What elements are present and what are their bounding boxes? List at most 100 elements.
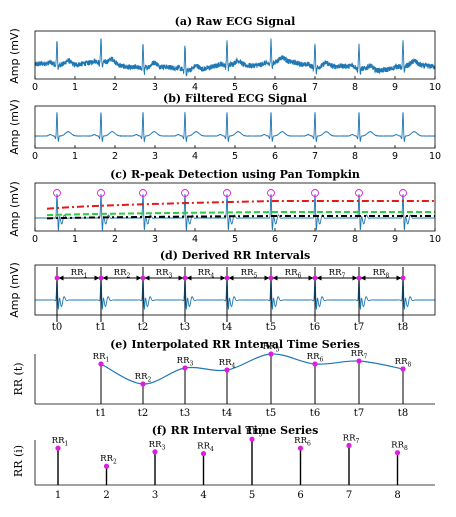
rr-point-label: RR1 <box>93 352 110 364</box>
peak-dot <box>268 275 274 281</box>
panel-c-xtick-label: 3 <box>152 234 158 245</box>
interpolated-rr-curve <box>100 353 404 385</box>
rr-arrow-head-left <box>228 275 234 281</box>
rr-point <box>140 381 146 387</box>
peak-time-label: t7 <box>354 322 364 333</box>
rr-arrow-head-right <box>178 275 184 281</box>
panel-a-xtick-label: 0 <box>32 82 38 93</box>
rr-index-label: 3 <box>152 490 158 501</box>
rr-series-label: RR5 <box>246 427 263 439</box>
panel-interpolated-rr: (e) Interpolated RR Interval Time Series… <box>12 338 435 419</box>
rr-series-point <box>249 436 255 442</box>
panel-f-ylabel: RR (i) <box>12 445 25 477</box>
panel-a-title: (a) Raw ECG Signal <box>175 15 296 28</box>
rpeak-marker <box>223 189 231 197</box>
panel-raw-ecg: (a) Raw ECG Signal Amp (mV) 0 1 2 3 4 5 6 7 8 9 1… <box>8 15 441 93</box>
rr-arrow-head-left <box>272 275 278 281</box>
peak-time-label: t0 <box>52 322 62 333</box>
rr-point-label: RR5 <box>263 342 280 354</box>
panel-b-xtick-label: 8 <box>352 151 358 162</box>
rr-series-point <box>200 451 207 457</box>
panel-a-xtick-label: 7 <box>312 82 318 93</box>
rr-time-label: t6 <box>310 408 320 419</box>
rr-interval-label: RR1 <box>71 268 88 280</box>
rr-time-label: t3 <box>180 408 190 419</box>
panel-b-xtick-label: 4 <box>192 151 198 162</box>
panel-f-title: (f) RR Interval Time Series <box>152 424 319 437</box>
rr-arrow-head-right <box>352 275 358 281</box>
panel-b-xtick-label: 9 <box>392 151 398 162</box>
rr-index-label: 6 <box>297 490 303 501</box>
rr-index-label: 7 <box>346 490 352 501</box>
rpeak-marker <box>355 189 363 197</box>
peak-time-label: t4 <box>222 322 232 333</box>
panel-e-title: (e) Interpolated RR Interval Time Series <box>110 338 360 351</box>
rr-interval-label: RR4 <box>198 268 215 280</box>
rr-interval-label: RR7 <box>329 268 346 280</box>
rr-point-label: RR2 <box>135 372 152 384</box>
rr-series-point <box>394 450 401 456</box>
rr-point-label: RR3 <box>177 356 194 368</box>
peak-dot <box>54 275 60 281</box>
rr-time-label: t5 <box>266 408 276 419</box>
rr-point <box>182 365 188 371</box>
panel-c-ylabel: Amp (mV) <box>8 181 21 237</box>
panel-a-frame <box>34 30 436 80</box>
rr-series-label: RR2 <box>100 454 117 466</box>
rr-arrow-head-right <box>220 275 226 281</box>
rr-interval-label: RR6 <box>285 268 302 280</box>
rr-point-label: RR7 <box>351 349 368 361</box>
rr-interval-label: RR2 <box>114 268 131 280</box>
panel-b-ylabel: Amp (mV) <box>8 99 21 155</box>
rr-time-label: t7 <box>354 408 364 419</box>
panel-c-xtick-label: 10 <box>429 234 441 245</box>
peak-dot <box>356 275 362 281</box>
panel-c-xtick-label: 1 <box>72 234 78 245</box>
panel-c-xtick-label: 4 <box>192 234 198 245</box>
panel-a-xtick-label: 1 <box>72 82 78 93</box>
rr-time-label: t4 <box>222 408 232 419</box>
rr-time-label: t2 <box>138 408 148 419</box>
rpeak-marker <box>53 189 61 197</box>
panel-c-xtick-label: 7 <box>312 234 318 245</box>
rr-arrow-head-left <box>58 275 64 281</box>
panel-b-xtick-label: 3 <box>152 151 158 162</box>
rr-arrow-head-right <box>396 275 402 281</box>
panel-e-ylabel: RR (t) <box>12 362 25 395</box>
panel-b-xtick-label: 7 <box>312 151 318 162</box>
panel-a-xtick-label: 6 <box>272 82 278 93</box>
raw-ecg-line <box>34 38 436 77</box>
peak-dot <box>182 275 188 281</box>
panel-b-xtick-label: 6 <box>272 151 278 162</box>
rr-time-label: t1 <box>96 408 106 419</box>
panel-a-ylabel: Amp (mV) <box>8 28 21 84</box>
rr-arrow-head-left <box>102 275 108 281</box>
panel-derived-rr: (d) Derived RR Intervals Amp (mV) t0 t1 t2… <box>8 249 436 333</box>
panel-a-xtick-label: 5 <box>232 82 238 93</box>
panel-filtered-ecg: (b) Filtered ECG Signal Amp (mV) 0 1 2 3 4 5 6… <box>8 92 441 162</box>
rr-series-point <box>346 442 352 449</box>
peak-time-label: t3 <box>180 322 190 333</box>
panel-c-xtick-label: 6 <box>272 234 278 245</box>
rpeak-marker <box>181 189 189 197</box>
panel-c-xtick-label: 0 <box>32 234 38 245</box>
rr-index-label: 8 <box>394 490 400 501</box>
filtered-ecg-line <box>34 111 436 144</box>
peak-time-label: t8 <box>398 322 408 333</box>
rr-series-point <box>55 445 61 451</box>
rr-index-label: 5 <box>249 490 255 501</box>
rr-series-label: RR4 <box>197 442 214 454</box>
rr-point <box>268 351 274 357</box>
panel-a-xtick-label: 9 <box>392 82 398 93</box>
rr-arrow-head-left <box>144 275 150 281</box>
panel-b-title: (b) Filtered ECG Signal <box>163 92 307 105</box>
rr-arrow-head-left <box>316 275 322 281</box>
panel-c-xtick-label: 9 <box>392 234 398 245</box>
rr-interval-label: RR8 <box>373 268 390 280</box>
rr-arrow-head-right <box>136 275 142 281</box>
rr-series-point <box>152 449 158 455</box>
rr-point-label: RR8 <box>395 357 412 369</box>
panel-d-title: (d) Derived RR Intervals <box>160 249 310 262</box>
peak-dot <box>140 275 146 281</box>
rr-arrow-head-left <box>186 275 192 281</box>
